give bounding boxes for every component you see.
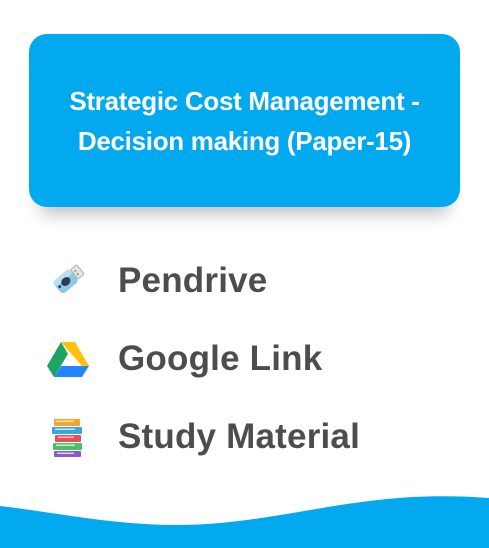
list-item-pendrive: Pendrive (46, 256, 476, 306)
google-link-label: Google Link (118, 339, 323, 378)
title-line-2: Decision making (Paper-15) (77, 125, 412, 156)
bottom-wave-decoration (0, 496, 489, 548)
study-material-label: Study Material (118, 417, 361, 456)
list-item-study-material: Study Material (46, 412, 476, 462)
pendrive-label: Pendrive (118, 261, 268, 300)
title-line-1: Strategic Cost Management - (69, 85, 420, 116)
pendrive-icon (46, 259, 90, 303)
title-banner: Strategic Cost Management - Decision mak… (29, 34, 460, 207)
delivery-options-list: Pendrive Google Link (46, 256, 476, 490)
list-item-google-link: Google Link (46, 334, 476, 384)
books-icon (46, 415, 90, 459)
google-drive-icon (46, 337, 90, 381)
page-title: Strategic Cost Management - Decision mak… (69, 81, 419, 161)
